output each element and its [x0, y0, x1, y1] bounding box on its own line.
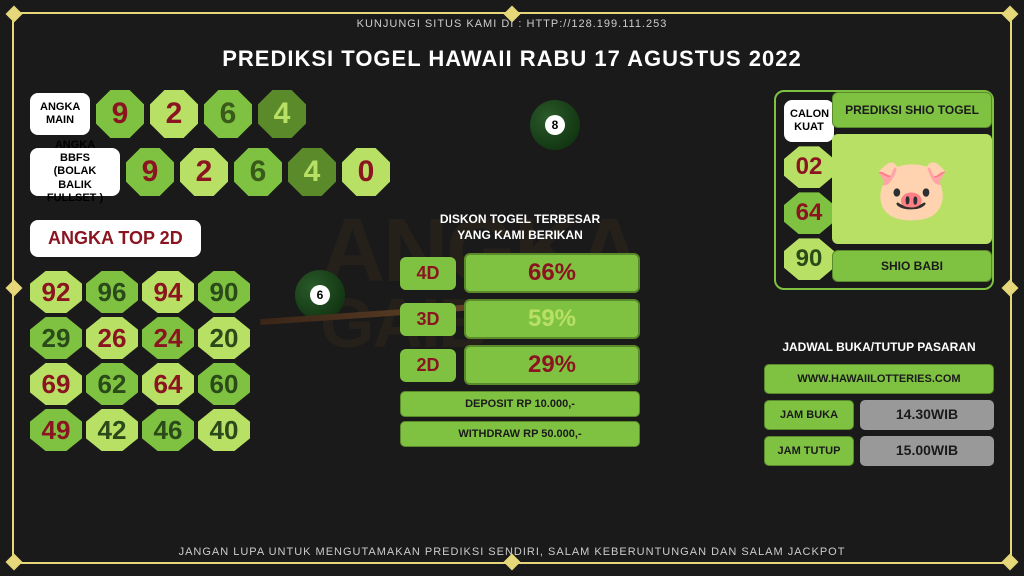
diskon-title: DISKON TOGEL TERBESAR YANG KAMI BERIKAN: [400, 212, 640, 243]
number-cell: 4: [258, 90, 306, 138]
jadwal-section: JADWAL BUKA/TUTUP PASARAN WWW.HAWAIILOTT…: [764, 340, 994, 472]
number-cell: 26: [86, 317, 138, 359]
number-cell: 96: [86, 271, 138, 313]
jadwal-title: JADWAL BUKA/TUTUP PASARAN: [764, 340, 994, 354]
top2d-label: ANGKA TOP 2D: [30, 220, 201, 257]
number-cell: 6: [204, 90, 252, 138]
number-cell: 90: [198, 271, 250, 313]
number-cell: 69: [30, 363, 82, 405]
shio-panel: CALON KUAT 026490 PREDIKSI SHIO TOGEL 🐷 …: [774, 90, 994, 290]
number-cell: 2: [150, 90, 198, 138]
number-cell: 90: [784, 238, 834, 280]
number-cell: 6: [234, 148, 282, 196]
number-cell: 94: [142, 271, 194, 313]
deposit-info: DEPOSIT RP 10.000,-: [400, 391, 640, 417]
number-cell: 4: [288, 148, 336, 196]
number-cell: 62: [86, 363, 138, 405]
number-cell: 64: [784, 192, 834, 234]
diskon-percent: 59%: [464, 299, 640, 339]
page-title: PREDIKSI TOGEL HAWAII RABU 17 AGUSTUS 20…: [0, 46, 1024, 72]
bbfs-label: ANGKA BBFS (BOLAK BALIK FULLSET ): [30, 148, 120, 196]
bottom-footer-text: JANGAN LUPA UNTUK MENGUTAMAKAN PREDIKSI …: [0, 546, 1024, 558]
jam-tutup-label: JAM TUTUP: [764, 436, 854, 466]
diskon-label: 3D: [400, 303, 456, 336]
jadwal-site: WWW.HAWAIILOTTERIES.COM: [764, 364, 994, 394]
angka-main-section: ANGKA MAIN 9264: [30, 90, 306, 138]
number-cell: 49: [30, 409, 82, 451]
number-cell: 60: [198, 363, 250, 405]
withdraw-info: WITHDRAW RP 50.000,-: [400, 421, 640, 447]
diskon-percent: 29%: [464, 345, 640, 385]
number-cell: 0: [342, 148, 390, 196]
top2d-section: ANGKA TOP 2D 929694902926242069626460494…: [30, 220, 250, 451]
bbfs-section: ANGKA BBFS (BOLAK BALIK FULLSET ) 92640: [30, 148, 390, 196]
diskon-percent: 66%: [464, 253, 640, 293]
number-cell: 42: [86, 409, 138, 451]
number-cell: 92: [30, 271, 82, 313]
jam-tutup-value: 15.00WIB: [860, 436, 994, 466]
number-cell: 29: [30, 317, 82, 359]
number-cell: 02: [784, 146, 834, 188]
number-cell: 64: [142, 363, 194, 405]
shio-image: 🐷: [832, 134, 992, 244]
shio-title: PREDIKSI SHIO TOGEL: [832, 92, 992, 128]
number-cell: 24: [142, 317, 194, 359]
number-cell: 2: [180, 148, 228, 196]
number-cell: 9: [96, 90, 144, 138]
angka-main-label: ANGKA MAIN: [30, 93, 90, 135]
calon-kuat-label: CALON KUAT: [784, 100, 834, 142]
number-cell: 9: [126, 148, 174, 196]
jam-buka-label: JAM BUKA: [764, 400, 854, 430]
number-cell: 46: [142, 409, 194, 451]
shio-name: SHIO BABI: [832, 250, 992, 282]
diskon-label: 4D: [400, 257, 456, 290]
number-cell: 20: [198, 317, 250, 359]
diskon-label: 2D: [400, 349, 456, 382]
number-cell: 40: [198, 409, 250, 451]
jam-buka-value: 14.30WIB: [860, 400, 994, 430]
top-header-text: KUNJUNGI SITUS KAMI DI : HTTP://128.199.…: [0, 18, 1024, 30]
diskon-section: DISKON TOGEL TERBESAR YANG KAMI BERIKAN …: [400, 212, 640, 447]
